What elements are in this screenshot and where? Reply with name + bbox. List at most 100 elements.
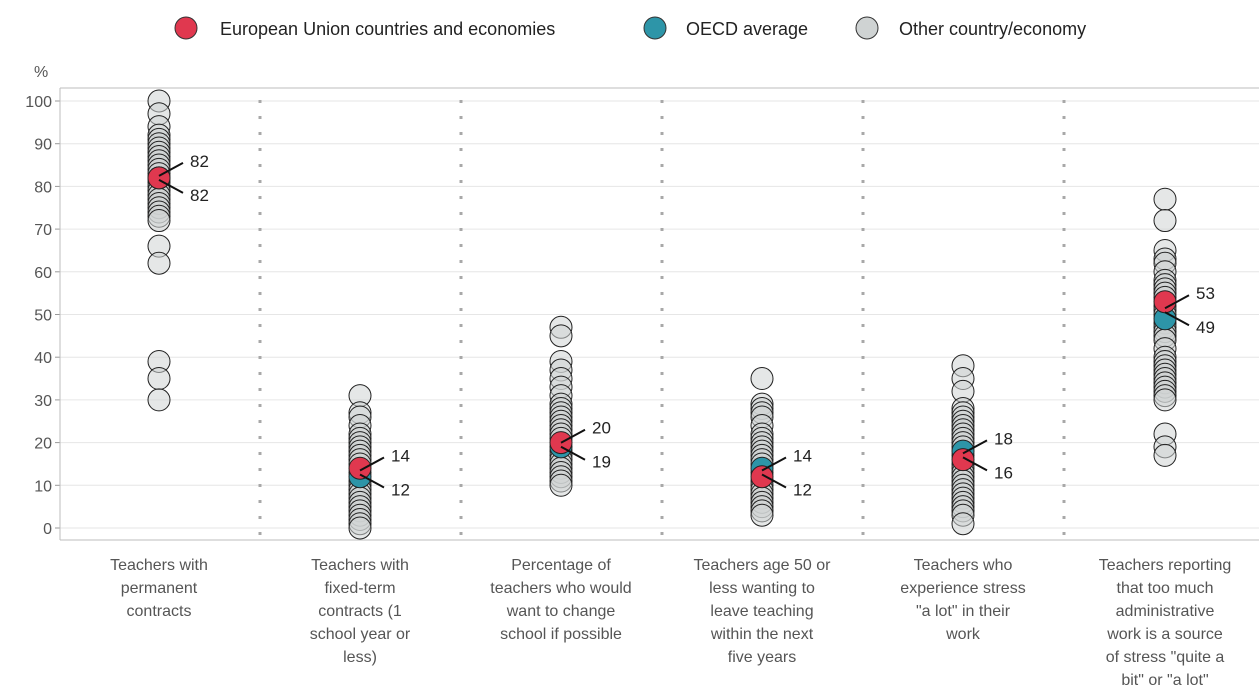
point-other-country (750, 367, 774, 391)
category-label-line: "a lot" in their (916, 603, 1011, 620)
point-other-country (750, 503, 774, 527)
category-labels: Teachers with permanent contracts Teachers … (110, 557, 1231, 689)
label-leader-line (761, 473, 787, 489)
point-other-country (1153, 209, 1177, 233)
category-label-line: that too much (1117, 580, 1214, 597)
category-label-line: five years (728, 649, 796, 666)
y-tick-label: 90 (34, 137, 52, 154)
label-leader-line (158, 178, 184, 194)
category-label-line: contracts (127, 603, 192, 620)
category-separators (258, 100, 1066, 540)
point-other-country (1153, 388, 1177, 412)
category-label-line: permanent (121, 580, 198, 597)
category-label-line: Teachers with (311, 557, 409, 574)
y-tick-label: 50 (34, 308, 52, 325)
label-leader-line (560, 445, 586, 461)
category-label-line: within the next (710, 626, 814, 643)
point-eu-average (951, 448, 975, 472)
legend: European Union countries and economies OE… (174, 16, 1086, 40)
category-label-line: school if possible (500, 626, 622, 643)
label-leader-line (359, 456, 385, 472)
category-label-line: less wanting to (709, 580, 815, 597)
plot-frame (59, 87, 1259, 541)
point-other-country (951, 512, 975, 536)
y-tick-label: 80 (34, 179, 52, 196)
data-points (147, 89, 1177, 540)
label-leader-line (560, 428, 586, 444)
label-leader-line (962, 456, 988, 472)
category-label-line: work (945, 626, 981, 643)
point-other-country (1153, 187, 1177, 211)
legend-marker (174, 16, 198, 40)
category-label: Teachers age 50 or less wanting to leave t… (694, 557, 832, 666)
point-eu-average (348, 456, 372, 480)
point-other-country (348, 516, 372, 540)
category-label: Percentage of teachers who would want to c… (490, 557, 631, 643)
legend-label: Other country/economy (899, 19, 1086, 39)
category-label-line: school year or (310, 626, 411, 643)
point-eu-average (750, 465, 774, 489)
category-label: Teachers reporting that too much administr… (1099, 557, 1232, 689)
data-label-lower: 12 (391, 480, 410, 499)
grid-lines (60, 100, 1259, 529)
data-label-upper: 53 (1196, 284, 1215, 303)
data-label-upper: 14 (391, 446, 410, 465)
category-label: Teachers with fixed-term contracts (1 schoo… (310, 557, 411, 666)
point-other-country (549, 473, 573, 497)
y-tick-label: 40 (34, 350, 52, 367)
category-label-line: Teachers age 50 or (694, 557, 832, 574)
label-leader-line (1164, 311, 1190, 327)
y-axis-unit-label: % (34, 64, 48, 81)
point-other-country (147, 209, 171, 233)
category-label-line: fixed-term (324, 580, 395, 597)
legend-label: OECD average (686, 19, 808, 39)
category-label-line: contracts (1 (318, 603, 402, 620)
category-label-line: bit" or "a lot" (1121, 672, 1208, 689)
data-label-lower: 19 (592, 453, 611, 472)
data-label-upper: 14 (793, 446, 812, 465)
data-label-upper: 82 (190, 152, 209, 171)
data-label-lower: 82 (190, 186, 209, 205)
label-leader-line (359, 473, 385, 489)
label-leader-line (761, 456, 787, 472)
point-other-country (147, 251, 171, 275)
point-other-country (549, 324, 573, 348)
data-label-upper: 20 (592, 419, 611, 438)
category-label-line: leave teaching (710, 603, 813, 620)
category-label-line: administrative (1116, 603, 1215, 620)
point-other-country (147, 367, 171, 391)
y-tick-label: 60 (34, 265, 52, 282)
category-label-line: Teachers reporting (1099, 557, 1232, 574)
y-axis-ticks: 0 10 20 30 40 50 60 70 80 90 100 (25, 94, 60, 538)
label-leader-line (158, 161, 184, 177)
category-label-line: Teachers with (110, 557, 208, 574)
point-eu-average (1153, 290, 1177, 314)
y-tick-label: 30 (34, 393, 52, 410)
data-labels: 82 82 14 12 20 19 14 12 18 16 53 49 (158, 152, 1215, 499)
y-tick-label: 0 (43, 521, 52, 538)
category-label-line: of stress "quite a (1106, 649, 1225, 666)
data-label-lower: 49 (1196, 318, 1215, 337)
y-tick-label: 100 (25, 94, 52, 111)
legend-label: European Union countries and economies (220, 19, 555, 39)
point-eu-average (147, 166, 171, 190)
data-label-upper: 18 (994, 429, 1013, 448)
label-leader-line (1164, 294, 1190, 310)
legend-marker (643, 16, 667, 40)
category-label-line: want to change (506, 603, 616, 620)
y-tick-label: 10 (34, 478, 52, 495)
category-label-line: Teachers who (914, 557, 1013, 574)
category-label: Teachers who experience stress "a lot" in … (900, 557, 1025, 643)
label-leader-line (962, 439, 988, 455)
category-label-line: work is a source (1106, 626, 1223, 643)
point-other-country (147, 388, 171, 412)
legend-marker (855, 16, 879, 40)
category-label-line: teachers who would (490, 580, 631, 597)
category-label-line: experience stress (900, 580, 1025, 597)
category-label-line: Percentage of (511, 557, 611, 574)
data-label-lower: 12 (793, 480, 812, 499)
y-tick-label: 70 (34, 222, 52, 239)
category-label-line: less) (343, 649, 377, 666)
data-label-lower: 16 (994, 463, 1013, 482)
